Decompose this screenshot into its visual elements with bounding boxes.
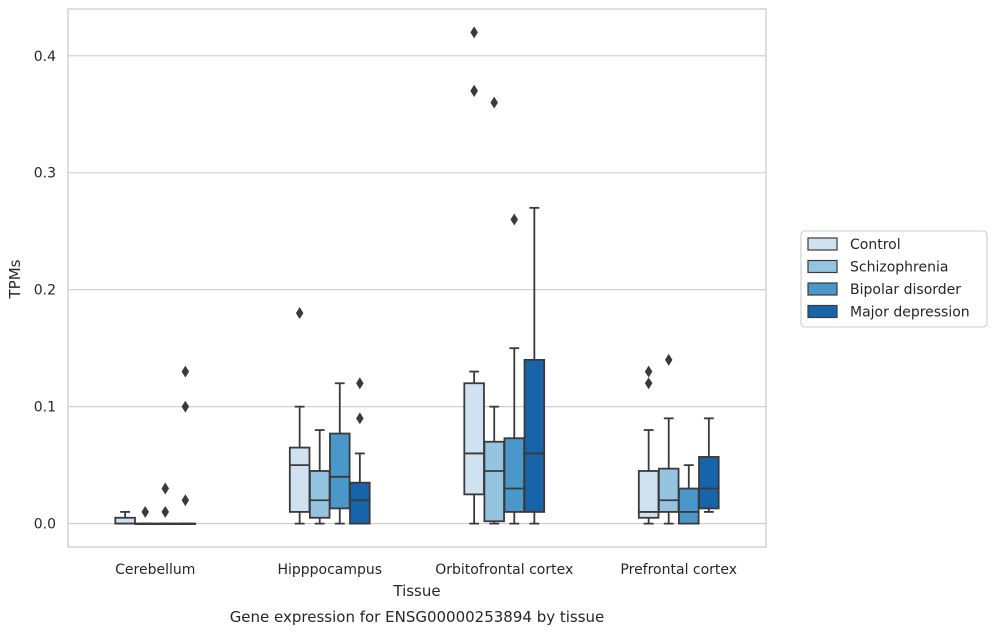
outlier-point (161, 482, 170, 495)
box-body (678, 487, 700, 525)
outlier-point (295, 307, 304, 320)
box-control (637, 365, 660, 525)
box-body (698, 456, 720, 510)
boxes (114, 26, 720, 526)
legend-swatch (807, 282, 838, 296)
legend-swatch (807, 304, 838, 319)
outlier-point (644, 377, 653, 390)
box-schizophrenia (657, 353, 680, 525)
box-control (114, 511, 136, 525)
outlier-point (490, 96, 498, 109)
box-schizophrenia (483, 96, 505, 525)
box-control (288, 307, 311, 525)
y-tick-labels: 0.0 0.1 0.2 0.3 0.4 (34, 49, 56, 533)
box-major-depression (349, 377, 371, 525)
legend-frame (800, 230, 988, 328)
outlier-point (356, 412, 364, 425)
outlier-point (161, 505, 170, 518)
box-major-depression (523, 206, 546, 525)
box-body (637, 470, 660, 519)
outlier-point (510, 213, 519, 226)
outlier-point (470, 84, 478, 97)
box-body (329, 432, 351, 510)
box-bipolar-disorder (154, 482, 177, 526)
box-major-depression (698, 417, 720, 513)
outlier-point (181, 494, 190, 507)
outlier-point (664, 353, 673, 366)
y-tick-label: 0.1 (34, 400, 56, 416)
legend-label: Schizophrenia (850, 260, 948, 276)
x-tick-label: Prefrontal cortex (620, 562, 737, 578)
box-body (349, 481, 371, 525)
outlier-point (181, 365, 190, 378)
legend-label: Control (850, 237, 901, 253)
legend-label: Major depression (850, 305, 970, 321)
box-bipolar-disorder (503, 213, 526, 525)
outlier-point (141, 505, 149, 518)
box-bipolar-disorder (678, 464, 700, 525)
outlier-point (181, 400, 190, 413)
y-tick-label: 0.0 (34, 517, 56, 533)
y-tick-label: 0.4 (34, 49, 56, 65)
x-axis-label: Tissue (392, 582, 440, 600)
box-bipolar-disorder (329, 382, 351, 525)
x-tick-label: Orbitofrontal cortex (435, 562, 573, 578)
x-tick-label: Cerebellum (115, 562, 195, 578)
x-tick-label: Hipppocampus (277, 562, 382, 578)
y-axis-label: TPMs (6, 259, 24, 299)
x-tick-labels: Cerebellum Hipppocampus Orbitofrontal cort… (115, 562, 737, 578)
outlier-point (470, 26, 478, 39)
box-body (308, 470, 331, 519)
box-body (288, 446, 311, 513)
box-body (523, 358, 546, 513)
box-body (483, 440, 505, 523)
legend-label: Bipolar disorder (850, 282, 961, 298)
outlier-point (644, 365, 653, 378)
box-body (657, 467, 680, 513)
plot-frame (67, 8, 767, 548)
legend-swatch (807, 237, 838, 251)
y-tick-label: 0.3 (34, 166, 56, 182)
box-control (463, 26, 485, 525)
box-body (463, 382, 485, 496)
chart-caption: Gene expression for ENSG00000253894 by t… (230, 608, 605, 626)
box-schizophrenia (308, 429, 331, 525)
legend-swatch (807, 259, 838, 274)
box-body (503, 437, 526, 513)
y-tick-label: 0.2 (34, 283, 56, 299)
box-schizophrenia (134, 505, 156, 526)
outlier-point (356, 377, 364, 390)
legend: Control Schizophrenia Bipolar disorder Majo… (800, 230, 988, 328)
grid-lines (68, 55, 766, 525)
box-major-depression (174, 365, 197, 526)
